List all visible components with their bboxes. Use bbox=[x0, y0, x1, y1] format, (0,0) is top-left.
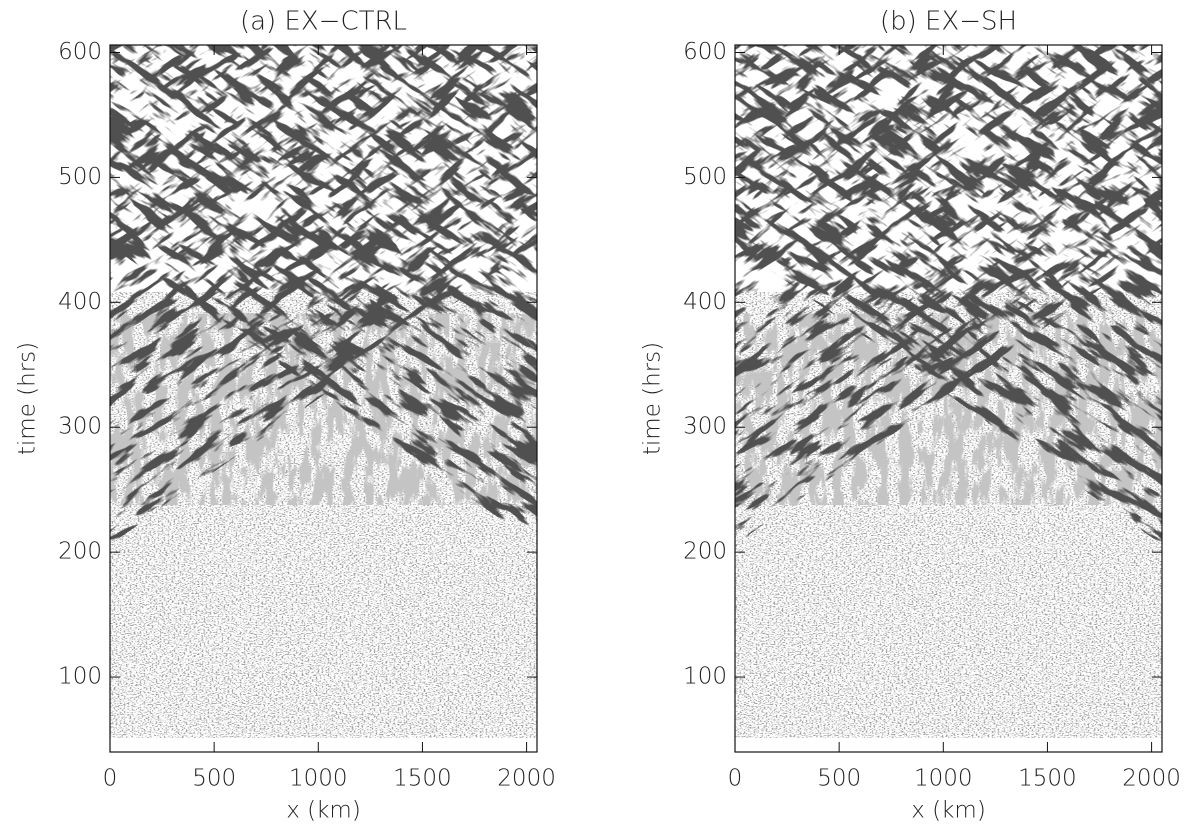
plot-frame bbox=[734, 44, 1163, 753]
x-tick-label: 1000 bbox=[289, 766, 348, 792]
streak-region bbox=[110, 45, 537, 705]
streaks bbox=[110, 45, 537, 705]
panel: 0 500 1000 1500 2000 100 200 300 400 500 600 (b) EX… bbox=[640, 7, 1181, 824]
y-tick-label: 500 bbox=[58, 164, 102, 190]
x-tick-label: 2000 bbox=[497, 766, 556, 792]
y-tick-label: 400 bbox=[683, 289, 727, 315]
y-axis-label: time (hrs) bbox=[640, 342, 666, 455]
x-tick-label: 1500 bbox=[1018, 766, 1077, 792]
x-tick-label: 500 bbox=[817, 766, 861, 792]
x-axis-label: x (km) bbox=[911, 798, 986, 824]
streaks bbox=[735, 45, 1162, 705]
y-tick-label: 200 bbox=[58, 539, 102, 565]
y-tick-label: 600 bbox=[683, 39, 727, 65]
streak-region bbox=[735, 45, 1162, 705]
panel: 0 500 1000 1500 2000 100 200 300 400 500 600 (a) EX… bbox=[15, 7, 556, 824]
y-axis-label: time (hrs) bbox=[15, 342, 41, 455]
y-tick-label: 100 bbox=[58, 664, 102, 690]
x-tick-label: 500 bbox=[192, 766, 236, 792]
chart-title: (a) EX−CTRL bbox=[240, 7, 407, 37]
y-tick-label: 300 bbox=[683, 414, 727, 440]
y-tick-label: 200 bbox=[683, 539, 727, 565]
x-tick-label: 0 bbox=[103, 766, 118, 792]
x-axis-label: x (km) bbox=[286, 798, 361, 824]
x-tick-label: 0 bbox=[728, 766, 743, 792]
y-tick-label: 400 bbox=[58, 289, 102, 315]
field-texture bbox=[110, 45, 537, 738]
y-tick-label: 600 bbox=[58, 39, 102, 65]
y-tick-label: 500 bbox=[683, 164, 727, 190]
x-tick-label: 2000 bbox=[1122, 766, 1181, 792]
chart-title: (b) EX−SH bbox=[880, 7, 1017, 37]
plot-frame bbox=[109, 44, 538, 753]
x-tick-label: 1500 bbox=[393, 766, 452, 792]
y-tick-label: 300 bbox=[58, 414, 102, 440]
field-texture bbox=[735, 45, 1162, 738]
y-tick-label: 100 bbox=[683, 664, 727, 690]
x-tick-label: 1000 bbox=[914, 766, 973, 792]
